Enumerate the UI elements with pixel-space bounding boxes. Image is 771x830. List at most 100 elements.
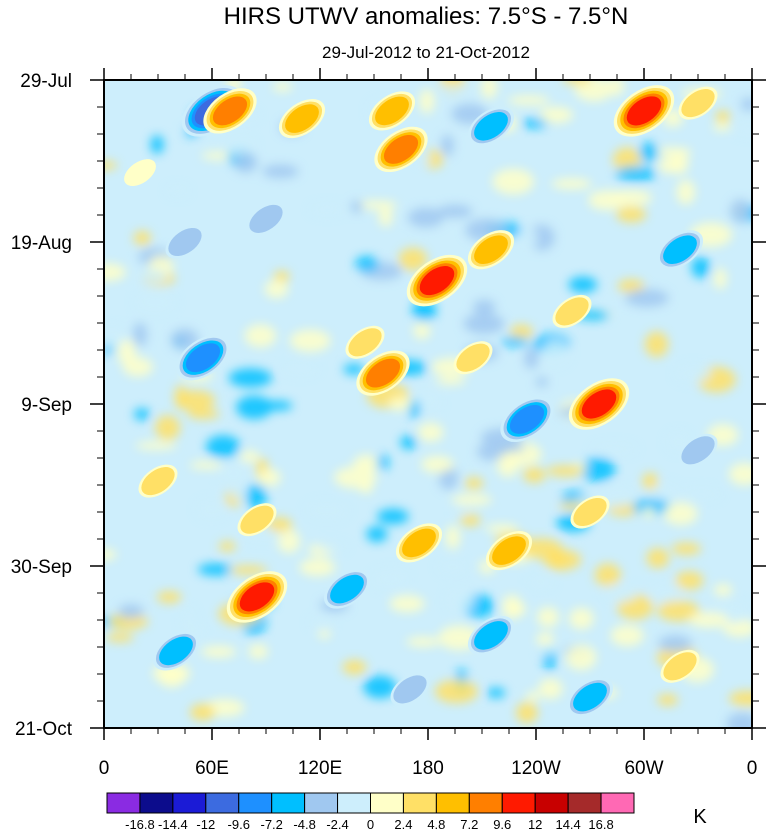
anomaly-patch — [647, 580, 684, 605]
anomaly-patch — [356, 200, 398, 210]
anomaly-contour — [239, 582, 275, 612]
anomaly-contour — [185, 343, 221, 373]
anomaly-patch — [682, 488, 722, 500]
anomaly-patch — [350, 200, 363, 213]
anomaly-patch — [118, 604, 144, 619]
colorbar-label: 16.8 — [588, 817, 613, 830]
anomaly-patch — [436, 85, 467, 94]
anomaly-patch — [377, 454, 389, 470]
anomaly-patch — [539, 106, 574, 124]
anomaly-contour — [365, 358, 401, 388]
anomaly-patch — [257, 468, 281, 487]
anomaly-patch — [133, 230, 151, 246]
anomaly-patch — [417, 422, 444, 442]
anomaly-contour — [626, 96, 662, 126]
anomaly-patch — [273, 270, 290, 283]
anomaly-patch — [190, 703, 216, 721]
anomaly-patch — [264, 279, 289, 299]
anomaly-patch — [419, 88, 435, 114]
anomaly-patch — [134, 408, 150, 421]
anomaly-patch — [306, 501, 348, 520]
anomaly-patch — [343, 364, 365, 375]
anomaly-patch — [523, 467, 546, 483]
colorbar-swatch — [139, 792, 174, 814]
anomaly-contour — [573, 497, 607, 527]
colorbar-label: 4.8 — [427, 817, 445, 830]
anomaly-patch — [421, 455, 454, 473]
anomaly-patch — [104, 326, 125, 349]
anomaly-patch — [713, 268, 727, 290]
x-axis: 0 60E 120E 180 120W 60W 0 — [99, 68, 757, 779]
anomaly-patch — [610, 189, 652, 206]
anomaly-contour — [159, 636, 193, 666]
anomaly-patch — [318, 542, 347, 551]
anomaly-contour — [348, 328, 382, 357]
anomaly-patch — [388, 397, 412, 411]
anomaly-patch — [729, 690, 752, 707]
anomaly-patch — [658, 635, 693, 653]
anomaly-patch — [613, 147, 642, 172]
anomaly-patch — [197, 500, 226, 519]
anomaly-patch — [438, 559, 468, 575]
anomaly-patch — [277, 529, 301, 554]
anomaly-patch — [435, 376, 466, 385]
anomaly-contour — [492, 536, 526, 565]
anomaly-patch — [657, 694, 678, 706]
chart-subtitle: 29-Jul-2012 to 21-Oct-2012 — [322, 43, 530, 62]
anomaly-patch — [407, 207, 444, 228]
anomaly-patch — [400, 435, 417, 450]
colorbar-swatch — [172, 792, 207, 814]
anomaly-patch — [283, 362, 318, 375]
colorbar-swatch — [238, 792, 273, 814]
anomaly-patch — [104, 161, 118, 170]
anomaly-patch — [239, 450, 260, 463]
anomaly-patch — [592, 444, 637, 454]
x-tick-label: 60W — [624, 758, 663, 779]
anomaly-patch — [507, 95, 550, 106]
anomaly-patch — [642, 507, 655, 518]
anomaly-patch — [610, 624, 644, 647]
anomaly-patch — [543, 549, 582, 571]
colorbar-label: -14.4 — [158, 817, 188, 830]
y-tick-label: 21-Oct — [15, 719, 73, 740]
anomaly-patch — [688, 612, 729, 628]
anomaly-patch — [625, 289, 669, 307]
anomaly-contour — [555, 297, 589, 326]
anomaly-patch — [675, 571, 704, 590]
anomaly-patch — [675, 365, 711, 383]
anomaly-patch — [574, 80, 613, 102]
anomaly-patch — [615, 166, 657, 182]
colorbar-swatch — [106, 792, 141, 814]
anomaly-patch — [424, 149, 444, 169]
anomaly-contour — [393, 675, 427, 704]
colorbar-label: 2.4 — [394, 817, 412, 830]
anomaly-patch — [485, 524, 519, 533]
anomaly-patch — [189, 461, 223, 470]
anomaly-patch — [248, 644, 269, 659]
anomaly-patch — [735, 121, 752, 136]
anomaly-patch — [218, 462, 249, 485]
anomaly-patch — [713, 583, 733, 597]
colorbar-label: -16.8 — [125, 817, 155, 830]
anomaly-patch — [445, 525, 461, 550]
anomaly-patch — [105, 633, 134, 642]
colorbar-swatch — [370, 792, 404, 814]
anomaly-patch — [104, 263, 126, 282]
anomaly-patch — [663, 502, 698, 526]
anomaly-patch — [228, 135, 255, 158]
anomaly-patch — [363, 675, 397, 699]
colorbar-swatch — [534, 792, 569, 814]
anomaly-patch — [497, 453, 519, 478]
colorbar-swatch — [468, 792, 503, 814]
anomaly-patch — [353, 454, 379, 473]
anomaly-patch — [406, 636, 440, 647]
anomaly-patch — [234, 152, 258, 173]
anomaly-patch — [311, 204, 344, 215]
anomaly-contour — [573, 682, 607, 712]
anomaly-patch — [528, 574, 553, 590]
y-tick-label: 19-Aug — [11, 233, 72, 254]
anomaly-contour — [581, 389, 617, 419]
anomaly-patch — [509, 324, 533, 340]
anomaly-patch — [155, 415, 181, 441]
anomaly-texture — [104, 80, 752, 728]
